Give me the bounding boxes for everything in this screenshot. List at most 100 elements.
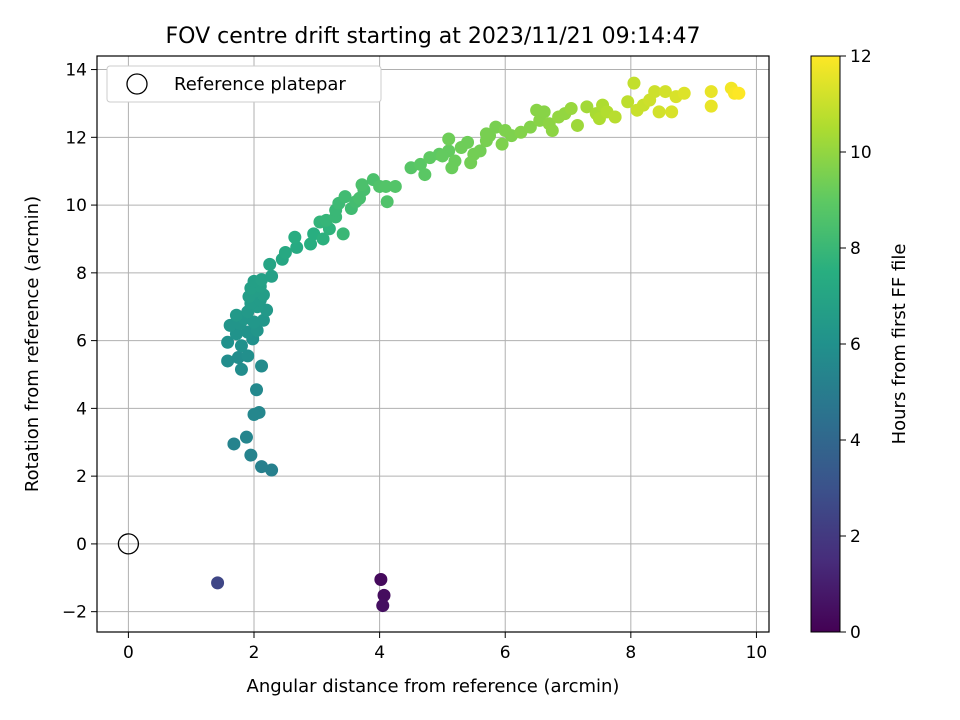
data-point bbox=[247, 407, 261, 421]
data-point bbox=[278, 246, 292, 260]
x-tick-label: 4 bbox=[374, 643, 385, 663]
data-point bbox=[732, 86, 746, 100]
data-point bbox=[677, 86, 691, 100]
data-point bbox=[473, 144, 487, 158]
y-tick-label: 4 bbox=[76, 399, 87, 419]
data-point bbox=[239, 430, 253, 444]
data-point bbox=[658, 85, 672, 99]
data-point bbox=[464, 156, 478, 170]
data-point bbox=[223, 318, 237, 332]
data-point bbox=[435, 149, 449, 163]
data-points bbox=[211, 76, 746, 613]
data-point bbox=[234, 339, 248, 353]
data-point bbox=[461, 135, 475, 149]
x-tick-label: 10 bbox=[746, 643, 768, 663]
legend-marker-icon bbox=[126, 73, 148, 95]
data-point bbox=[229, 308, 243, 322]
y-tick-label: 0 bbox=[76, 535, 87, 555]
legend: Reference platepar bbox=[106, 65, 382, 103]
colorbar-tick-label: 2 bbox=[850, 527, 861, 547]
data-point bbox=[290, 240, 304, 254]
data-point bbox=[564, 102, 578, 116]
data-point bbox=[377, 588, 391, 602]
data-point bbox=[570, 118, 584, 132]
data-point bbox=[445, 161, 459, 175]
colorbar: 0 2 4 6 8 10 12 Hours from first FF file bbox=[810, 47, 910, 643]
data-point bbox=[265, 269, 279, 283]
data-point bbox=[256, 313, 270, 327]
data-point bbox=[665, 105, 679, 119]
data-point bbox=[338, 190, 352, 204]
data-point bbox=[479, 127, 493, 141]
y-tick-label: −2 bbox=[62, 603, 87, 623]
colorbar-ticks: 0 2 4 6 8 10 12 bbox=[840, 47, 872, 643]
data-point bbox=[495, 137, 509, 151]
data-point bbox=[380, 195, 394, 209]
colorbar-tick-label: 8 bbox=[850, 239, 861, 259]
x-axis-label: Angular distance from reference (arcmin) bbox=[247, 676, 620, 697]
colorbar-label: Hours from first FF file bbox=[889, 244, 910, 445]
y-tick-label: 6 bbox=[76, 332, 87, 352]
colorbar-tick-label: 12 bbox=[850, 47, 872, 67]
x-tick-label: 6 bbox=[500, 643, 511, 663]
data-point bbox=[355, 178, 369, 192]
data-point bbox=[227, 437, 241, 451]
reference-point-marker bbox=[117, 533, 140, 555]
colorbar-tick-label: 6 bbox=[850, 335, 861, 355]
data-point bbox=[608, 110, 622, 124]
data-point bbox=[418, 168, 432, 182]
data-point bbox=[376, 599, 390, 613]
colorbar-tick-label: 0 bbox=[850, 623, 861, 643]
x-axis-ticks: 0 2 4 6 8 10 bbox=[123, 632, 767, 663]
data-point bbox=[221, 354, 235, 368]
colorbar-gradient bbox=[810, 55, 841, 633]
data-point bbox=[627, 76, 641, 90]
data-point bbox=[288, 230, 302, 244]
data-point bbox=[255, 273, 269, 287]
data-point bbox=[704, 85, 718, 99]
y-axis-ticks: −2 0 2 4 6 8 10 12 14 bbox=[62, 61, 97, 623]
data-point bbox=[442, 132, 456, 146]
data-point bbox=[523, 120, 537, 134]
chart-title: FOV centre drift starting at 2023/11/21 … bbox=[166, 24, 701, 49]
y-tick-label: 14 bbox=[65, 61, 87, 81]
data-point bbox=[221, 335, 235, 349]
data-point bbox=[413, 157, 427, 171]
data-point bbox=[379, 179, 393, 193]
data-point bbox=[545, 124, 559, 138]
reference-marker-layer bbox=[117, 533, 140, 555]
data-point bbox=[250, 383, 264, 397]
data-point bbox=[263, 257, 277, 271]
data-point bbox=[704, 99, 718, 113]
data-point bbox=[316, 232, 330, 246]
data-point bbox=[255, 460, 269, 474]
x-tick-label: 0 bbox=[123, 643, 134, 663]
data-point bbox=[374, 572, 388, 586]
y-tick-label: 2 bbox=[76, 467, 87, 487]
gridlines bbox=[97, 56, 769, 632]
y-tick-label: 8 bbox=[76, 264, 87, 284]
data-point bbox=[537, 105, 551, 119]
legend-entry-reference: Reference platepar bbox=[174, 74, 346, 95]
colorbar-tick-label: 10 bbox=[850, 143, 872, 163]
data-point bbox=[234, 362, 248, 376]
data-point bbox=[388, 179, 402, 193]
data-point bbox=[255, 359, 269, 373]
plot-frame bbox=[96, 55, 770, 633]
data-point bbox=[336, 227, 350, 241]
data-point bbox=[244, 448, 258, 462]
data-point bbox=[211, 576, 225, 590]
data-point bbox=[621, 95, 635, 109]
data-point bbox=[648, 85, 662, 99]
legend-box bbox=[106, 65, 382, 103]
x-tick-label: 8 bbox=[625, 643, 636, 663]
y-tick-label: 12 bbox=[65, 128, 87, 148]
colorbar-tick-label: 4 bbox=[850, 431, 861, 451]
y-tick-label: 10 bbox=[65, 196, 87, 216]
data-point bbox=[652, 105, 666, 119]
data-point bbox=[265, 463, 279, 477]
y-axis-label: Rotation from reference (arcmin) bbox=[22, 196, 43, 492]
data-point bbox=[580, 100, 594, 114]
x-tick-label: 2 bbox=[249, 643, 260, 663]
